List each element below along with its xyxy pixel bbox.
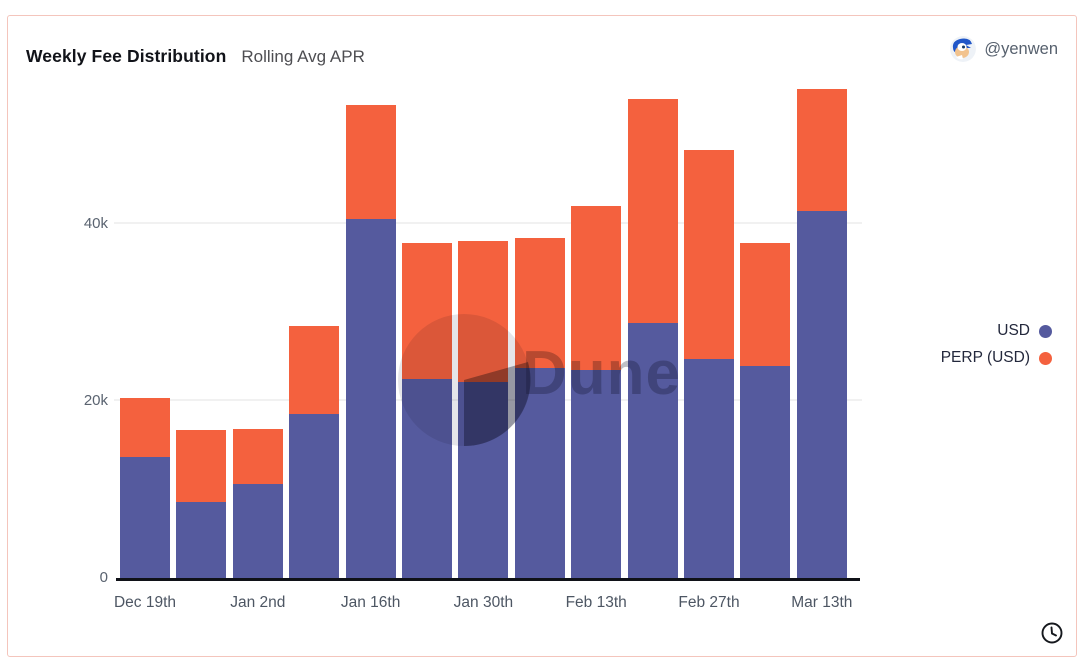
bar-segment-perp[interactable] — [627, 99, 678, 324]
bar-segment-perp[interactable] — [458, 240, 509, 382]
author-link[interactable]: @yenwen — [950, 36, 1058, 62]
clock-icon[interactable] — [1040, 621, 1064, 645]
x-tick-label: Jan 2nd — [230, 594, 286, 611]
bar-segment-perp[interactable] — [796, 89, 847, 211]
x-tick-label: Dec 19th — [113, 594, 177, 611]
x-tick-label: Jan 16th — [340, 594, 401, 611]
bar-segment-usd[interactable] — [458, 381, 509, 578]
y-tick-20k: 20k — [83, 392, 108, 409]
bar-segment-usd[interactable] — [571, 370, 622, 578]
legend-color-dot — [1039, 351, 1052, 365]
bar-segment-usd[interactable] — [345, 218, 396, 578]
bar-segment-usd[interactable] — [176, 501, 227, 578]
chart-subtitle: Rolling Avg APR — [241, 47, 365, 66]
x-tick-label: Jan 30th — [453, 594, 514, 611]
x-tick-label: Feb 27th — [678, 594, 740, 611]
bar-segment-perp[interactable] — [120, 398, 170, 457]
plot-area: 40k 20k 0 Dune Dec 19th Jan 2nd Jan 16th Ja… — [8, 16, 1076, 656]
bar-segment-usd[interactable] — [232, 484, 283, 578]
bar-segment-perp[interactable] — [289, 325, 340, 415]
bar-segment-usd[interactable] — [740, 365, 791, 578]
bar-segment-perp[interactable] — [514, 238, 565, 369]
chart-title: Weekly Fee Distribution — [26, 46, 227, 66]
author-handle: @yenwen — [984, 39, 1058, 58]
sonic-avatar-icon — [950, 36, 977, 62]
x-axis-line — [116, 578, 860, 581]
bar-segment-usd[interactable] — [402, 378, 452, 578]
x-tick-label: Mar 13th — [791, 594, 853, 611]
legend-color-dot — [1039, 324, 1052, 338]
bar-segment-perp[interactable] — [232, 429, 283, 485]
bar-segment-usd[interactable] — [796, 210, 847, 578]
legend-label: USD — [997, 322, 1030, 339]
gridline-40k — [114, 222, 862, 224]
x-tick-label: Feb 13th — [565, 594, 627, 611]
y-tick-0: 0 — [99, 569, 108, 586]
bar-segment-perp[interactable] — [740, 243, 791, 366]
chart-header: Weekly Fee Distribution Rolling Avg APR … — [8, 16, 1076, 67]
bar-segment-perp[interactable] — [176, 430, 227, 502]
bar-segment-usd[interactable] — [120, 456, 170, 578]
bar-segment-perp[interactable] — [571, 206, 622, 371]
legend: USD PERP (USD) — [941, 322, 1052, 367]
bar-segment-usd[interactable] — [684, 359, 734, 578]
y-tick-40k: 40k — [83, 215, 108, 232]
bar-segment-usd[interactable] — [514, 368, 565, 578]
bar-segment-perp[interactable] — [684, 149, 734, 360]
bar-segment-usd[interactable] — [627, 323, 678, 578]
bar-segment-perp[interactable] — [402, 242, 452, 379]
legend-label: PERP (USD) — [940, 349, 1030, 366]
bar-segment-usd[interactable] — [289, 414, 340, 578]
legend-item[interactable]: USD — [997, 322, 1052, 340]
legend-item[interactable]: PERP (USD) — [941, 349, 1052, 367]
bar-segment-perp[interactable] — [345, 104, 396, 219]
chart-card: 40k 20k 0 Dune Dec 19th Jan 2nd Jan 16th Ja… — [7, 15, 1077, 657]
